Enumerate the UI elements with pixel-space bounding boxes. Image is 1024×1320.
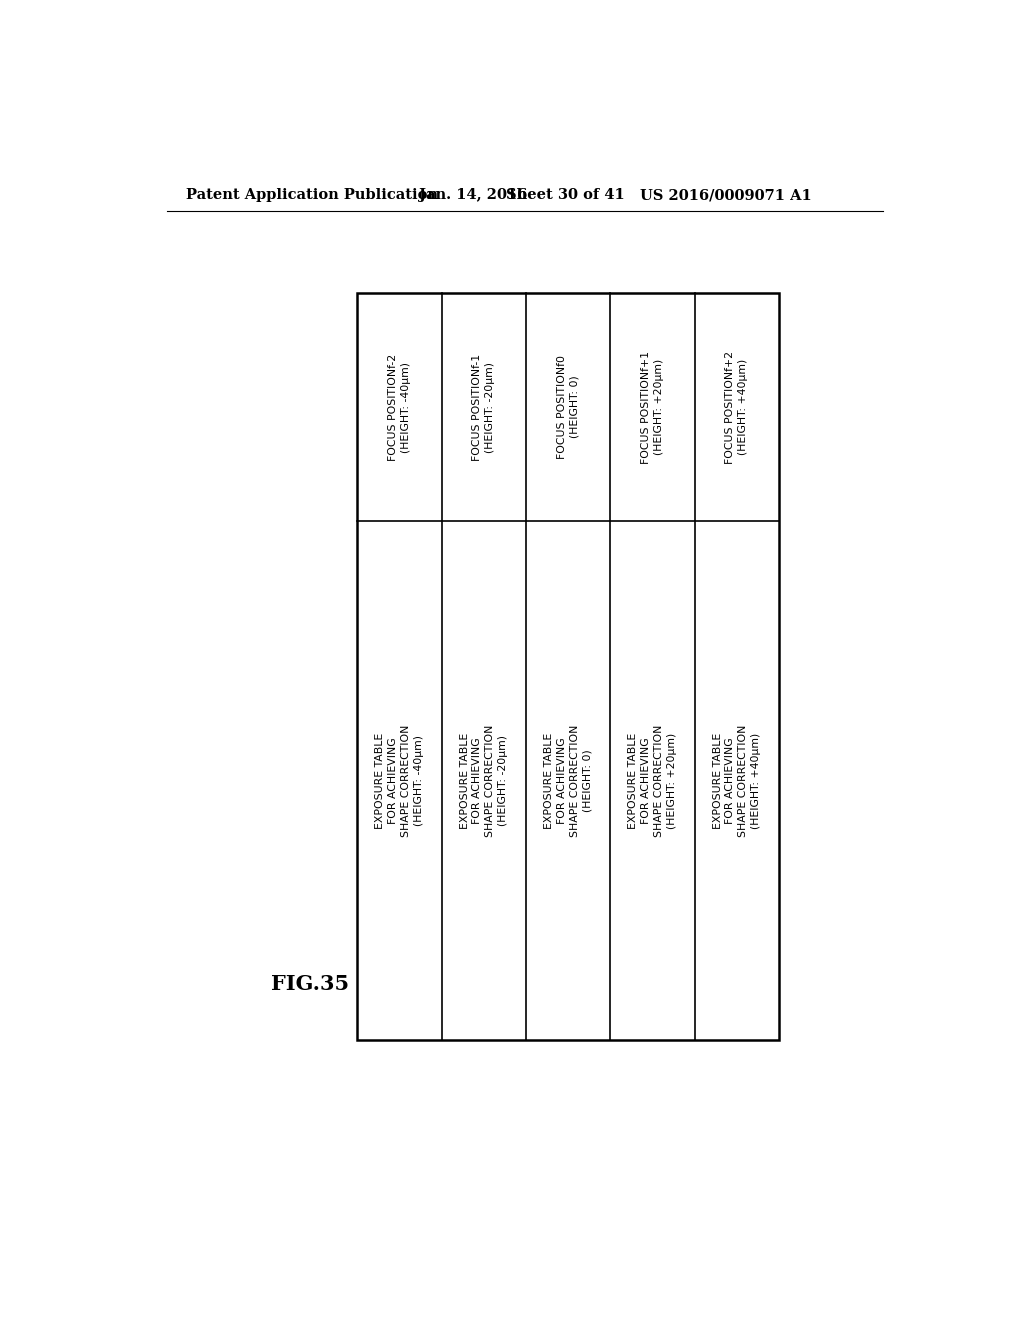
Text: EXPOSURE TABLE
FOR ACHIEVING
SHAPE CORRECTION
(HEIGHT: +20μm): EXPOSURE TABLE FOR ACHIEVING SHAPE CORRE… — [629, 725, 677, 837]
Text: EXPOSURE TABLE
FOR ACHIEVING
SHAPE CORRECTION
(HEIGHT: 0): EXPOSURE TABLE FOR ACHIEVING SHAPE CORRE… — [544, 725, 593, 837]
Text: EXPOSURE TABLE
FOR ACHIEVING
SHAPE CORRECTION
(HEIGHT: -40μm): EXPOSURE TABLE FOR ACHIEVING SHAPE CORRE… — [376, 725, 424, 837]
Text: FOCUS POSITIONf-1
(HEIGHT: -20μm): FOCUS POSITIONf-1 (HEIGHT: -20μm) — [472, 354, 496, 461]
Text: Jan. 14, 2016: Jan. 14, 2016 — [419, 189, 527, 202]
Text: EXPOSURE TABLE
FOR ACHIEVING
SHAPE CORRECTION
(HEIGHT: -20μm): EXPOSURE TABLE FOR ACHIEVING SHAPE CORRE… — [460, 725, 508, 837]
Bar — [357, 293, 779, 1040]
Text: FIG.35: FIG.35 — [271, 974, 349, 994]
Text: FOCUS POSITIONf+2
(HEIGHT: +40μm): FOCUS POSITIONf+2 (HEIGHT: +40μm) — [725, 351, 749, 463]
Text: FOCUS POSITIONf-2
(HEIGHT: -40μm): FOCUS POSITIONf-2 (HEIGHT: -40μm) — [388, 354, 411, 461]
Text: FOCUS POSITIONf+1
(HEIGHT: +20μm): FOCUS POSITIONf+1 (HEIGHT: +20μm) — [641, 351, 664, 463]
Text: FOCUS POSITIONf0
(HEIGHT: 0): FOCUS POSITIONf0 (HEIGHT: 0) — [557, 355, 580, 459]
Text: US 2016/0009071 A1: US 2016/0009071 A1 — [640, 189, 811, 202]
Text: Patent Application Publication: Patent Application Publication — [186, 189, 438, 202]
Text: EXPOSURE TABLE
FOR ACHIEVING
SHAPE CORRECTION
(HEIGHT: +40μm): EXPOSURE TABLE FOR ACHIEVING SHAPE CORRE… — [713, 725, 761, 837]
Text: Sheet 30 of 41: Sheet 30 of 41 — [506, 189, 625, 202]
